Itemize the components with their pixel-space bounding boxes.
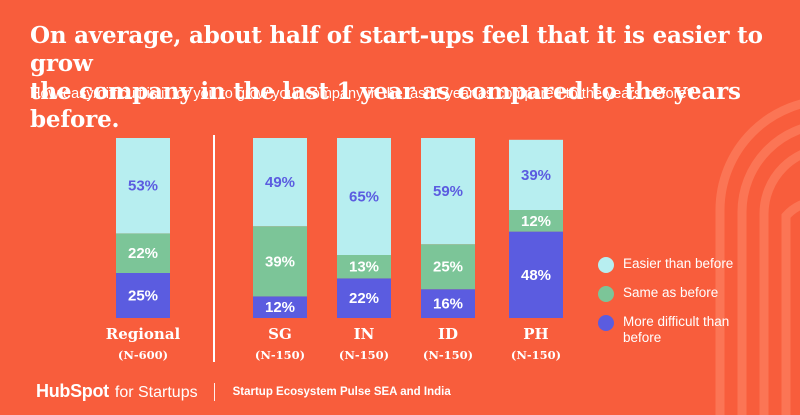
chart-legend: Easier than before Same as before More d… — [598, 256, 798, 358]
sample-size-sg: (N-150) — [255, 348, 305, 362]
value-label-easier-sg: 49% — [265, 174, 295, 191]
legend-label-easier: Easier than before — [623, 256, 734, 271]
title-line-1: On average, about half of start-ups feel… — [30, 22, 763, 77]
legend-label-same: Same as before — [623, 285, 719, 300]
value-label-easier-id: 59% — [433, 183, 463, 200]
value-label-same-in: 13% — [349, 259, 379, 276]
legend-label-difficult: More difficult than before — [623, 314, 730, 345]
value-label-difficult-ph: 48% — [521, 267, 551, 284]
logo-brand: HubSpot — [36, 381, 109, 401]
bar-segment-same-id — [421, 244, 475, 290]
sample-size-in: (N-150) — [339, 348, 389, 362]
value-label-same-regional: 22% — [128, 245, 158, 262]
category-label-in: IN — [354, 325, 375, 343]
bar-segment-easier-ph — [509, 139, 563, 210]
category-label-sg: SG — [268, 325, 292, 343]
sample-size-ph: (N-150) — [511, 348, 561, 362]
logo-suffix: for Startups — [114, 384, 198, 401]
value-label-easier-ph: 39% — [521, 167, 551, 184]
chart-subtitle: How easy/difficult is it for you to grow… — [30, 86, 695, 102]
category-label-ph: PH — [523, 325, 548, 343]
legend-item-easier: Easier than before — [598, 256, 798, 273]
footer-divider — [213, 382, 215, 401]
value-label-easier-in: 65% — [349, 189, 379, 206]
footer-note: Startup Ecosystem Pulse SEA and India — [232, 385, 451, 398]
bar-segment-difficult-ph — [509, 231, 563, 318]
value-label-difficult-sg: 12% — [265, 299, 295, 316]
bar-segment-easier-sg — [253, 138, 307, 227]
bar-segment-difficult-id — [421, 289, 475, 318]
sample-size-id: (N-150) — [423, 348, 473, 362]
hubspot-logo: HubSpot for Startups — [36, 381, 198, 402]
bar-segment-same-in — [337, 255, 391, 279]
page-title: On average, about half of start-ups feel… — [30, 22, 790, 134]
bar-segment-easier-in — [337, 138, 391, 255]
bar-segment-easier-id — [421, 138, 475, 245]
bar-segment-difficult-sg — [253, 296, 307, 318]
value-label-difficult-regional: 25% — [128, 288, 158, 305]
legend-item-difficult: More difficult than before — [598, 314, 798, 346]
category-label-id: ID — [438, 325, 458, 343]
value-label-difficult-in: 22% — [349, 290, 379, 307]
value-label-easier-regional: 53% — [128, 178, 158, 195]
bar-segment-difficult-in — [337, 278, 391, 318]
bar-segment-same-sg — [253, 226, 307, 297]
legend-item-same: Same as before — [598, 285, 798, 302]
value-label-same-sg: 39% — [265, 253, 295, 270]
value-label-same-ph: 12% — [521, 213, 551, 230]
bar-segment-difficult-regional — [116, 273, 170, 318]
bar-segment-same-regional — [116, 233, 170, 273]
sample-size-regional: (N-600) — [118, 348, 168, 362]
value-label-difficult-id: 16% — [433, 296, 463, 313]
title-line-2: the company in the last 1 year as compar… — [30, 78, 741, 133]
legend-swatch-same — [598, 286, 614, 302]
bar-segment-same-ph — [509, 210, 563, 232]
value-label-same-id: 25% — [433, 259, 463, 276]
legend-swatch-difficult — [598, 315, 614, 331]
footer: HubSpot for Startups Startup Ecosystem P… — [36, 381, 451, 402]
bar-segment-easier-regional — [116, 138, 170, 234]
category-label-regional: Regional — [106, 325, 181, 343]
legend-swatch-easier — [598, 257, 614, 273]
